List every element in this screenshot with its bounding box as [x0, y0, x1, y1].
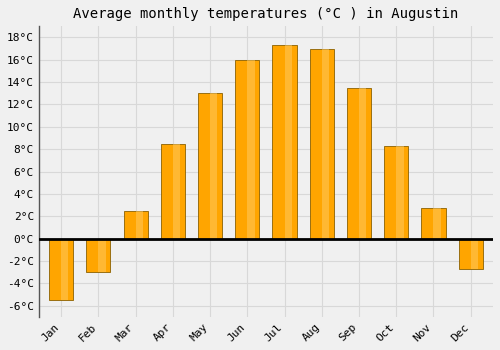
Bar: [359, 88, 366, 239]
Bar: [160, 144, 185, 239]
Bar: [434, 208, 440, 239]
Bar: [61, 239, 68, 300]
Bar: [86, 239, 110, 272]
Title: Average monthly temperatures (°C ) in Augustin: Average monthly temperatures (°C ) in Au…: [74, 7, 458, 21]
Bar: [422, 208, 446, 239]
Bar: [347, 88, 371, 239]
Bar: [248, 60, 254, 239]
Bar: [284, 45, 292, 239]
Bar: [98, 239, 105, 272]
Bar: [322, 49, 329, 239]
Bar: [124, 211, 148, 239]
Bar: [136, 211, 143, 239]
Bar: [173, 144, 180, 239]
Bar: [198, 93, 222, 239]
Bar: [310, 49, 334, 239]
Bar: [384, 146, 408, 239]
Bar: [49, 239, 73, 300]
Bar: [210, 93, 218, 239]
Bar: [458, 239, 483, 269]
Bar: [396, 146, 404, 239]
Bar: [235, 60, 260, 239]
Bar: [470, 239, 478, 269]
Bar: [272, 45, 296, 239]
